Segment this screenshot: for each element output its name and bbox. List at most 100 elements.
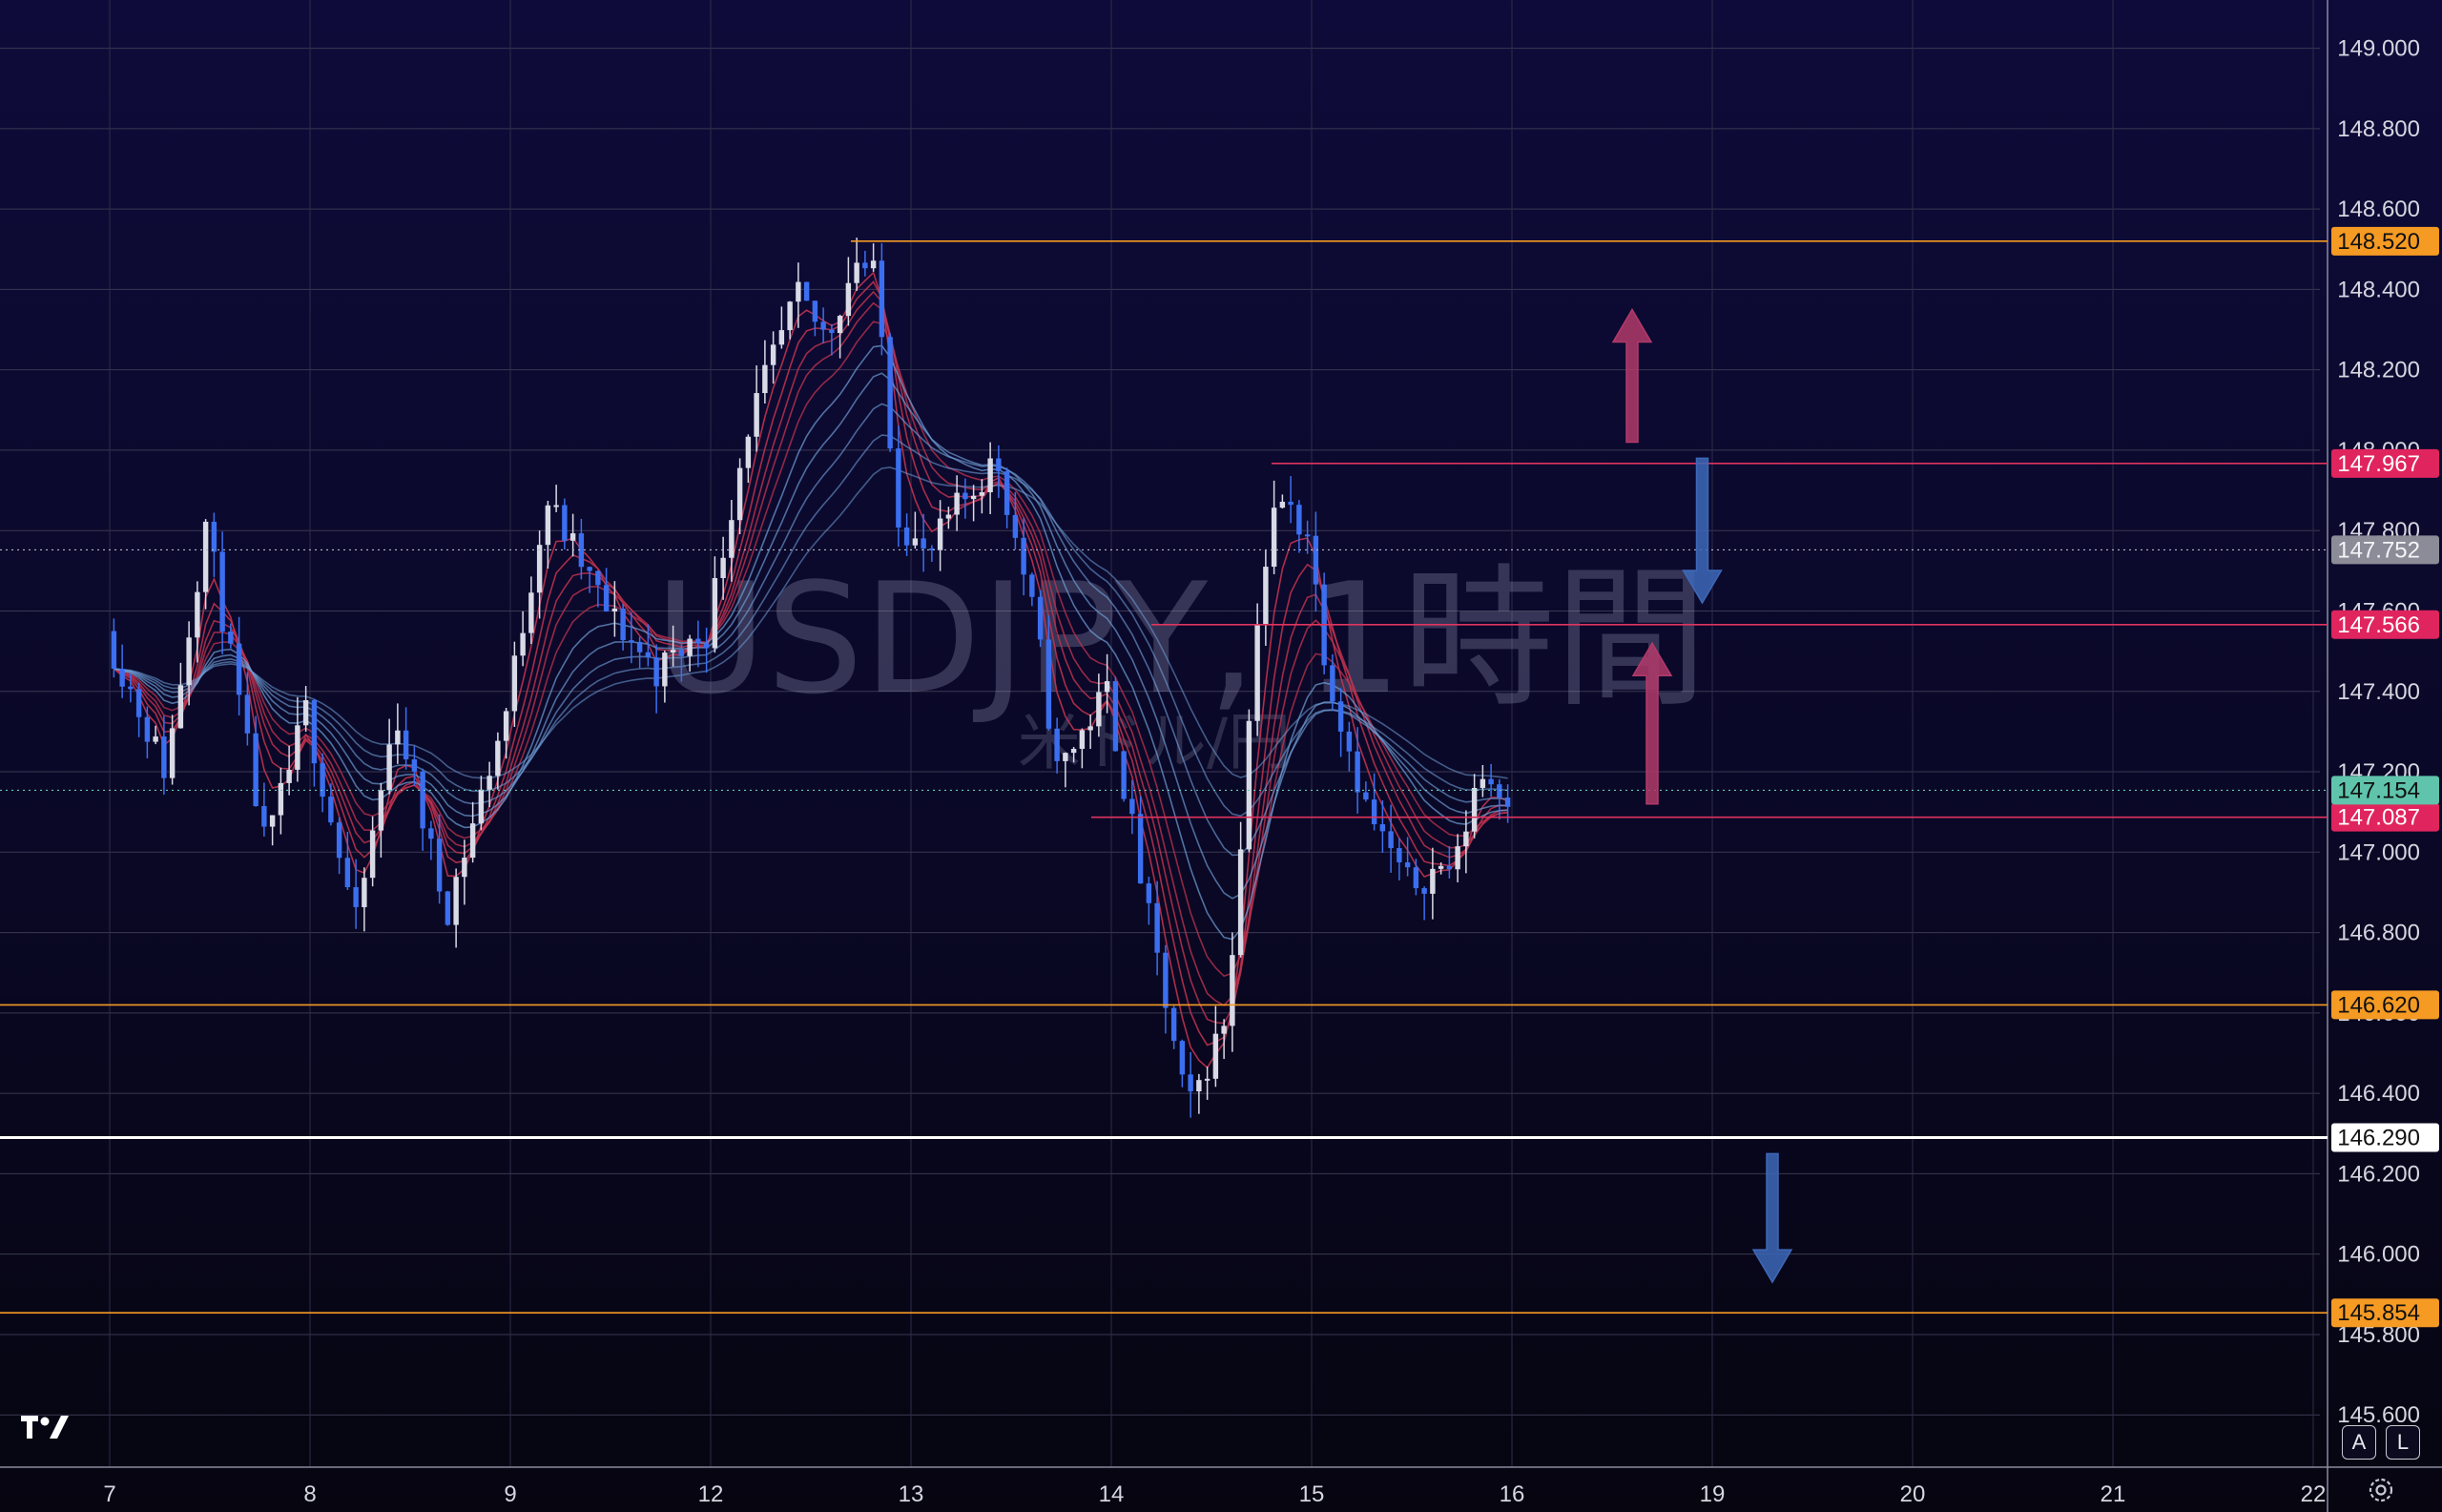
ema-line	[114, 434, 1508, 818]
candle-up	[569, 533, 576, 541]
candle-up	[520, 632, 526, 656]
candle-down	[1129, 798, 1135, 815]
candle-down	[128, 686, 134, 690]
symbol-watermark: USDJPY, 1時間 米ドル/円	[654, 549, 1707, 778]
price-tick-label: 146.400	[2337, 1081, 2420, 1107]
candle-down	[653, 657, 659, 687]
candle-down	[1446, 865, 1453, 870]
candle-down	[344, 858, 351, 888]
candle-up	[1263, 567, 1269, 625]
arrow-up-icon[interactable]	[1611, 307, 1653, 444]
candle-down	[862, 262, 868, 269]
gear-icon[interactable]	[2366, 1475, 2396, 1505]
candle-up	[1087, 726, 1093, 731]
candle-up	[495, 740, 501, 777]
price-tag-box	[2331, 990, 2439, 1020]
price-tick-label: 146.000	[2337, 1242, 2420, 1268]
auto-scale-button[interactable]: A	[2342, 1425, 2376, 1460]
candle-up	[295, 725, 300, 770]
time-tick-label: 14	[1099, 1481, 1125, 1507]
ema-line	[114, 466, 1508, 779]
candle-up	[778, 330, 785, 345]
price-tag-box	[2331, 802, 2439, 832]
candle-up	[1070, 749, 1077, 754]
candle-up	[736, 467, 743, 521]
candle-up	[754, 393, 759, 437]
candle-up	[945, 514, 952, 519]
price-tag-label: 147.752	[2337, 537, 2420, 563]
candle-up	[770, 344, 776, 365]
time-tick-label: 20	[1900, 1481, 1926, 1507]
candle-up	[796, 281, 801, 302]
candle-up	[662, 652, 668, 687]
candle-down	[1497, 784, 1502, 798]
candle-up	[1430, 868, 1436, 894]
candle-up	[1438, 865, 1444, 869]
candle-down	[1421, 888, 1427, 894]
ema-line	[114, 403, 1508, 857]
candle-up	[787, 301, 793, 331]
candle-down	[896, 448, 901, 528]
candle-up	[545, 505, 551, 546]
arrow-up-icon[interactable]	[1631, 641, 1673, 805]
candle-down	[144, 716, 151, 742]
candle-down	[1121, 751, 1127, 799]
price-tag-label: 148.520	[2337, 229, 2420, 255]
candle-up	[854, 262, 859, 283]
time-tick-label: 12	[698, 1481, 724, 1507]
horizontal-price-lines[interactable]	[0, 240, 2328, 1314]
candle-down	[320, 763, 325, 797]
candle-down	[1012, 514, 1019, 538]
candle-up	[536, 545, 543, 593]
price-tick-label: 148.200	[2337, 358, 2420, 383]
candle-down	[1337, 701, 1344, 732]
candle-up	[503, 711, 509, 741]
time-tick-label: 16	[1500, 1481, 1525, 1507]
candle-down	[1188, 1074, 1193, 1092]
candle-up	[469, 823, 476, 859]
candle-up	[395, 730, 401, 745]
candle-up	[286, 769, 292, 783]
price-tick-label: 147.000	[2337, 839, 2420, 865]
arrow-down-icon[interactable]	[1751, 1152, 1793, 1284]
candle-up	[553, 505, 559, 507]
candle-down	[1170, 1007, 1177, 1042]
candle-up	[528, 592, 534, 633]
candle-down	[219, 551, 225, 632]
arrow-down-icon[interactable]	[1682, 457, 1723, 605]
arrow-shape	[1611, 307, 1653, 444]
candle-up	[278, 782, 284, 816]
price-tick-label: 147.400	[2337, 679, 2420, 705]
candle-down	[1004, 471, 1010, 515]
price-tag-box	[2331, 535, 2439, 565]
candle-down	[1330, 665, 1335, 702]
candle-down	[1029, 574, 1035, 597]
candle-up	[362, 878, 367, 907]
ema-line	[114, 372, 1508, 900]
candle-down	[829, 329, 835, 334]
log-scale-button[interactable]: L	[2386, 1425, 2420, 1460]
candle-up	[720, 557, 726, 578]
candle-up	[186, 637, 192, 686]
candle-down	[244, 694, 251, 734]
candle-up	[302, 700, 309, 726]
candle-up	[670, 650, 676, 653]
price-tag-box	[2331, 610, 2439, 639]
candle-up	[1230, 955, 1235, 1026]
candle-down	[636, 642, 643, 652]
candle-up	[1471, 787, 1478, 832]
ema-line	[113, 280, 1508, 1046]
candle-down	[887, 337, 893, 449]
candle-up	[1480, 778, 1486, 788]
time-tick-label: 13	[899, 1481, 924, 1507]
candle-up	[202, 521, 209, 592]
time-axis[interactable]: 7 8 9 12 13 14 15 16 19 20 21 22	[103, 1481, 2326, 1507]
candle-down	[1304, 534, 1311, 537]
ema-line	[114, 290, 1508, 1025]
projection-arrows[interactable]	[1611, 307, 1793, 1284]
candle-up	[611, 608, 618, 612]
time-tick-label: 15	[1299, 1481, 1325, 1507]
candle-down	[1371, 799, 1377, 825]
